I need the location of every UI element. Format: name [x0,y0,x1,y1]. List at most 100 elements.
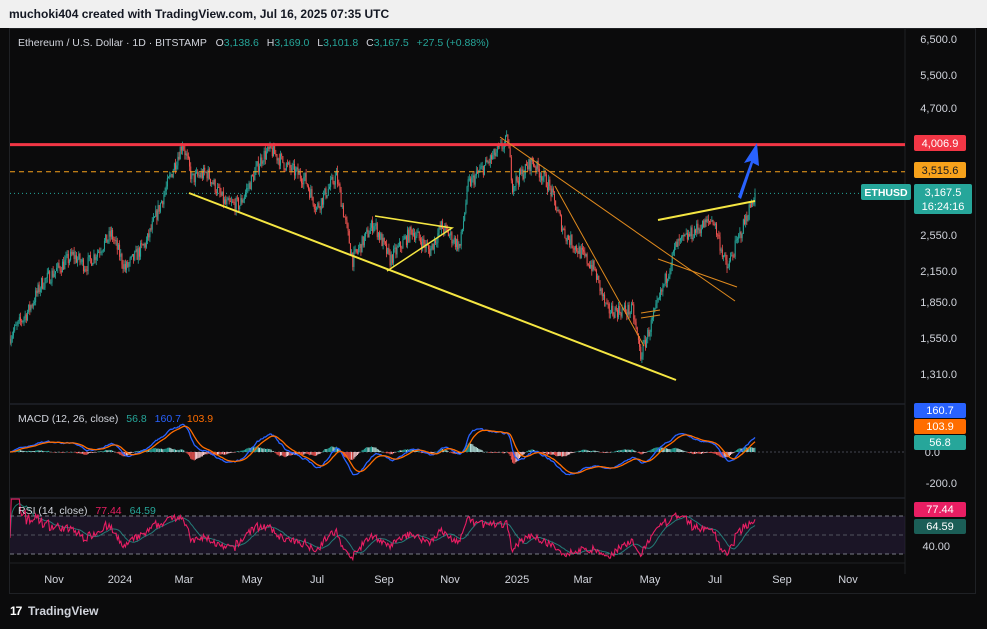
candle[interactable] [461,228,463,232]
candle[interactable] [321,198,323,205]
candle[interactable] [415,236,417,240]
candle[interactable] [444,225,446,233]
candle[interactable] [260,157,262,167]
candle[interactable] [578,246,580,254]
candle[interactable] [112,229,114,240]
candle[interactable] [580,247,582,259]
candle[interactable] [341,205,343,207]
candle[interactable] [436,242,438,244]
candle[interactable] [52,270,54,277]
candle[interactable] [592,260,594,271]
candle[interactable] [713,223,715,225]
candle[interactable] [429,248,431,256]
candle[interactable] [724,254,726,256]
candle[interactable] [85,269,87,271]
candle[interactable] [695,229,697,233]
candle[interactable] [498,146,500,148]
candle[interactable] [587,263,589,266]
candle[interactable] [648,330,650,337]
candle[interactable] [348,230,350,244]
candle[interactable] [543,171,545,178]
candle[interactable] [647,330,649,339]
candle[interactable] [642,342,644,357]
candle[interactable] [190,166,192,180]
candle[interactable] [38,284,40,293]
candle[interactable] [579,246,581,259]
candle[interactable] [101,251,103,253]
candle[interactable] [332,177,334,184]
candle[interactable] [576,245,578,252]
candle[interactable] [276,154,278,161]
candle[interactable] [615,307,617,311]
candle[interactable] [254,170,256,181]
candle[interactable] [484,165,486,175]
candle[interactable] [494,149,496,157]
candle[interactable] [574,245,576,250]
candle[interactable] [640,346,642,360]
candle[interactable] [539,176,541,178]
candle[interactable] [286,163,288,165]
candle[interactable] [232,201,234,203]
candle[interactable] [556,210,558,212]
candle[interactable] [147,233,149,241]
candle[interactable] [88,255,90,258]
candle[interactable] [208,169,210,179]
candle[interactable] [571,235,573,248]
candle[interactable] [189,158,191,167]
candle[interactable] [35,290,37,303]
candle[interactable] [248,182,250,189]
candle[interactable] [452,242,454,244]
candle[interactable] [542,177,544,181]
candle[interactable] [747,219,749,221]
candle[interactable] [442,221,444,229]
resistance-tag[interactable] [914,135,966,151]
candle[interactable] [691,227,693,240]
candle[interactable] [281,154,283,157]
candle[interactable] [387,247,389,254]
candle[interactable] [141,243,143,245]
candle[interactable] [31,305,33,307]
candle[interactable] [303,177,305,185]
candle[interactable] [605,302,607,304]
candle[interactable] [361,236,363,253]
candle[interactable] [347,224,349,231]
candle[interactable] [562,228,564,231]
candle[interactable] [607,303,609,305]
candle[interactable] [528,159,530,170]
candle[interactable] [185,153,187,156]
candle[interactable] [439,226,441,229]
candle[interactable] [316,207,318,210]
candle[interactable] [396,247,398,255]
candle[interactable] [678,239,680,241]
candle[interactable] [577,251,579,254]
candle[interactable] [92,263,94,266]
candle[interactable] [372,220,374,232]
candle[interactable] [661,289,663,292]
candle[interactable] [143,243,145,246]
candle[interactable] [211,182,213,184]
candle[interactable] [214,179,216,193]
candle[interactable] [486,159,488,163]
candle[interactable] [193,173,195,183]
candle[interactable] [149,228,151,238]
candle[interactable] [489,155,491,164]
candle[interactable] [177,156,179,166]
candle[interactable] [250,175,252,190]
candle[interactable] [325,188,327,198]
candle[interactable] [627,304,629,316]
candle[interactable] [152,217,154,222]
candle[interactable] [410,226,412,230]
candle[interactable] [271,147,273,157]
candle[interactable] [333,183,335,185]
candle[interactable] [179,146,181,160]
candle[interactable] [510,157,512,181]
candle[interactable] [352,252,354,267]
candle[interactable] [506,134,508,136]
candle[interactable] [460,231,462,246]
candle[interactable] [544,171,546,175]
candle[interactable] [527,165,529,170]
candle[interactable] [572,247,574,249]
candle[interactable] [231,201,233,203]
candle[interactable] [705,219,707,222]
candle[interactable] [397,245,399,248]
